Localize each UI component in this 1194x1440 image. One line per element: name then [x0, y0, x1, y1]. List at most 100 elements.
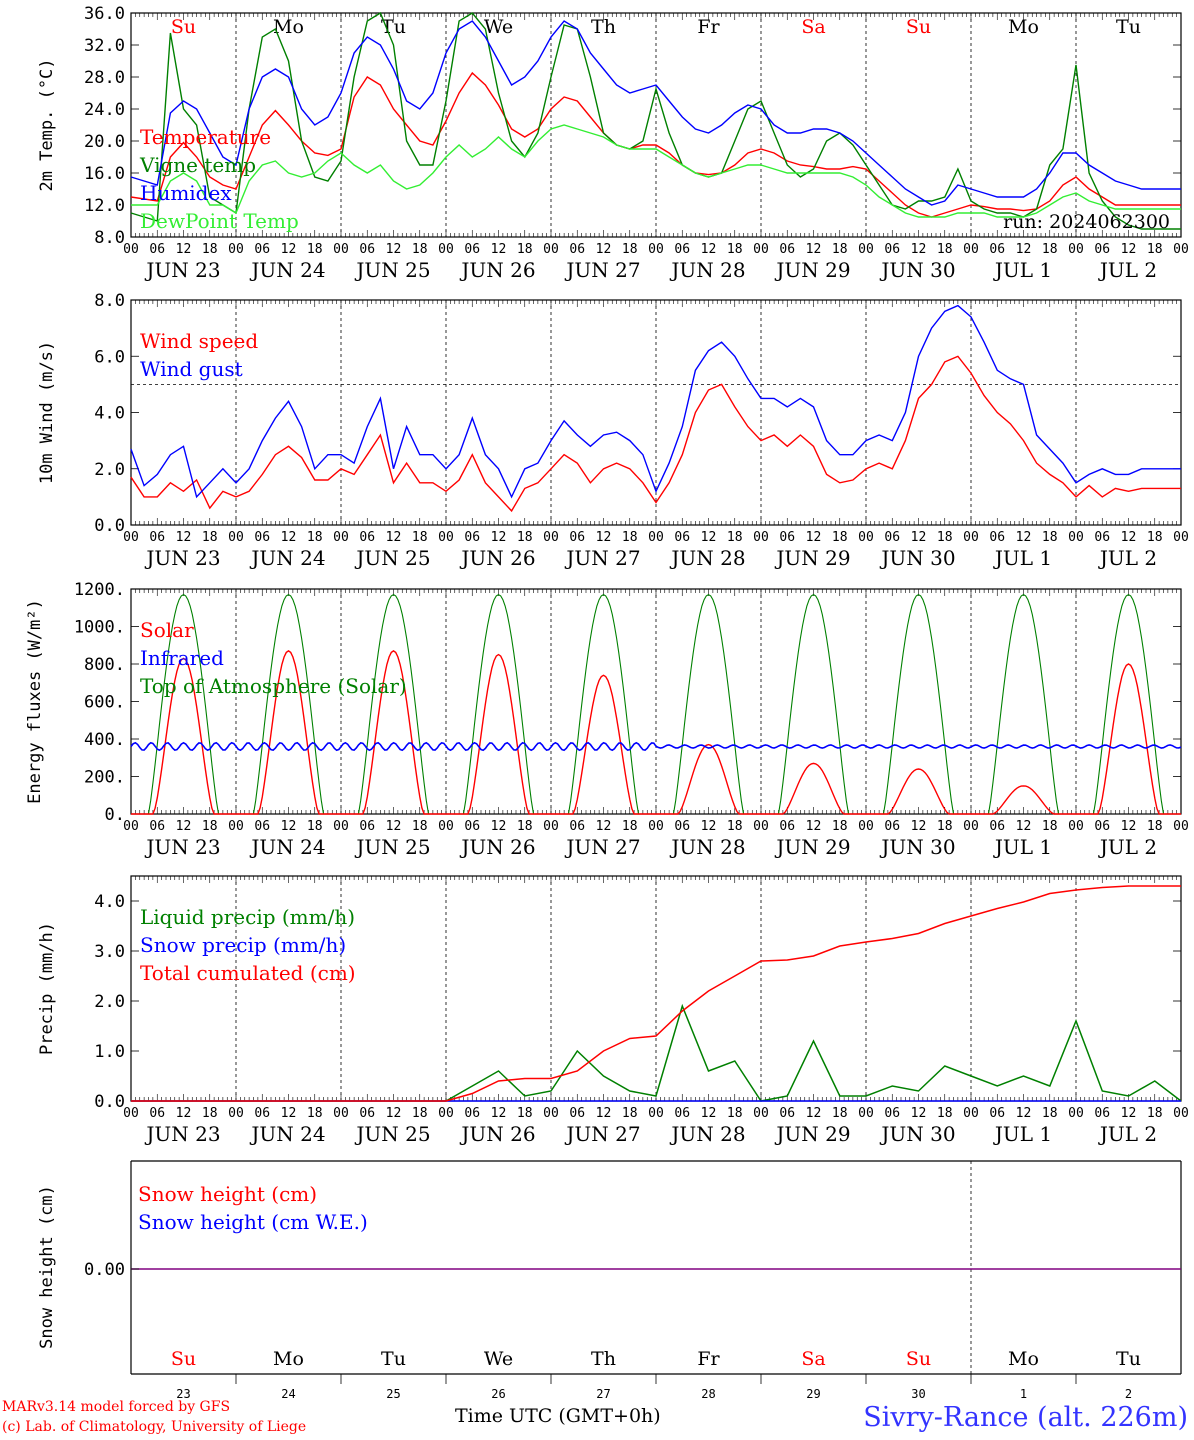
hour-tick-label: 12 [911, 530, 927, 545]
hour-tick-label: 18 [622, 242, 638, 257]
date-label: JUN 24 [249, 258, 325, 282]
hour-tick-label: 00 [858, 530, 874, 545]
date-label: JUL 2 [1098, 835, 1157, 859]
hour-tick-label: 06 [779, 530, 795, 545]
run-annotation: run: 2024062300 [1003, 211, 1170, 233]
hour-tick-label: 00 [333, 1106, 349, 1121]
day-number-label: 28 [701, 1387, 715, 1401]
hour-tick-label: 12 [806, 242, 822, 257]
hour-tick-label: 00 [963, 530, 979, 545]
hour-tick-label: 00 [648, 819, 664, 834]
series-line-dewpoint-temp [131, 124, 1181, 218]
legend-humidex: Humidex [140, 181, 232, 205]
hour-tick-label: 00 [753, 530, 769, 545]
day-name-label: Th [591, 16, 616, 38]
hour-tick-label: 18 [937, 819, 953, 834]
hour-tick-label: 06 [674, 530, 690, 545]
hour-tick-label: 06 [149, 242, 165, 257]
hour-tick-label: 18 [412, 530, 428, 545]
hour-tick-label: 00 [858, 1106, 874, 1121]
date-label: JUN 26 [459, 835, 535, 859]
series-line-liquid-precip-mm-h- [131, 1003, 1182, 1102]
hour-tick-label: 18 [832, 530, 848, 545]
date-label: JUL 1 [993, 1122, 1052, 1146]
date-label: JUN 29 [774, 546, 850, 570]
date-label: JUL 1 [993, 835, 1052, 859]
legend-total-cumulated-cm-: Total cumulated (cm) [140, 961, 356, 985]
hour-tick-label: 18 [727, 1106, 743, 1121]
hour-tick-label: 00 [753, 242, 769, 257]
y-tick-label: 28.0 [84, 68, 125, 88]
y-axis-label: 10m Wind (m/s) [37, 341, 57, 484]
hour-tick-label: 18 [307, 1106, 323, 1121]
hour-tick-label: 00 [753, 819, 769, 834]
day-name-label: Mo [273, 16, 304, 38]
y-tick-label: 2.0 [94, 992, 125, 1012]
hour-tick-label: 18 [1147, 530, 1163, 545]
hour-tick-label: 00 [1173, 1106, 1189, 1121]
hour-tick-label: 18 [517, 1106, 533, 1121]
hour-tick-label: 18 [1042, 530, 1058, 545]
date-label: JUN 30 [879, 1122, 955, 1146]
date-label: JUN 30 [879, 835, 955, 859]
y-tick-label: 1000. [74, 618, 125, 638]
hour-tick-label: 18 [412, 819, 428, 834]
y-tick-label: 3.0 [94, 942, 125, 962]
y-tick-label: 20.0 [84, 132, 125, 152]
hour-tick-label: 00 [333, 242, 349, 257]
hour-tick-label: 12 [701, 242, 717, 257]
hour-tick-label: 06 [359, 242, 375, 257]
hour-tick-label: 00 [1068, 242, 1084, 257]
hour-tick-label: 06 [149, 1106, 165, 1121]
day-name-label: Su [906, 16, 931, 38]
hour-tick-label: 00 [858, 242, 874, 257]
hour-tick-label: 00 [333, 530, 349, 545]
hour-tick-label: 12 [386, 242, 402, 257]
date-label: JUN 24 [249, 1122, 325, 1146]
day-number-label: 2 [1125, 1387, 1132, 1401]
day-name-label: Su [171, 16, 196, 38]
day-name-label: Mo [273, 1348, 304, 1370]
hour-tick-label: 06 [989, 1106, 1005, 1121]
hour-tick-label: 18 [1042, 1106, 1058, 1121]
day-name-label: Tu [381, 1348, 406, 1370]
hour-tick-label: 06 [569, 819, 585, 834]
y-tick-label: 2.0 [94, 460, 125, 480]
legend-dewpoint-temp: DewPoint Temp [140, 209, 299, 233]
hour-tick-label: 00 [648, 1106, 664, 1121]
hour-tick-label: 12 [596, 242, 612, 257]
hour-tick-label: 18 [412, 242, 428, 257]
day-name-label: Th [591, 1348, 616, 1370]
legend-top-of-atmosphere-solar-: Top of Atmosphere (Solar) [140, 674, 407, 698]
date-label: JUN 26 [459, 546, 535, 570]
hour-tick-label: 06 [359, 530, 375, 545]
hour-tick-label: 06 [779, 1106, 795, 1121]
hour-tick-label: 18 [622, 1106, 638, 1121]
day-name-label: We [484, 1348, 513, 1370]
date-label: JUN 23 [144, 1122, 220, 1146]
day-name-label: We [484, 16, 513, 38]
hour-tick-label: 18 [1147, 1106, 1163, 1121]
y-tick-label: 6.0 [94, 347, 125, 367]
day-number-label: 30 [911, 1387, 925, 1401]
hour-tick-label: 12 [281, 242, 297, 257]
date-label: JUN 28 [669, 546, 745, 570]
series-line-solar [131, 650, 1181, 815]
hour-tick-label: 00 [438, 1106, 454, 1121]
hour-tick-label: 12 [1016, 242, 1032, 257]
legend-wind-speed: Wind speed [140, 329, 258, 353]
hour-tick-label: 00 [963, 819, 979, 834]
hour-tick-label: 18 [622, 530, 638, 545]
hour-tick-label: 00 [648, 242, 664, 257]
hour-tick-label: 06 [464, 1106, 480, 1121]
date-label: JUN 28 [669, 835, 745, 859]
y-tick-label: 400. [84, 730, 125, 750]
hour-tick-label: 18 [832, 819, 848, 834]
hour-tick-label: 12 [806, 819, 822, 834]
hour-tick-label: 00 [858, 819, 874, 834]
day-number-label: 1 [1020, 1387, 1027, 1401]
hour-tick-label: 06 [254, 242, 270, 257]
hour-tick-label: 00 [543, 819, 559, 834]
hour-tick-label: 18 [202, 242, 218, 257]
date-label: JUN 24 [249, 835, 325, 859]
